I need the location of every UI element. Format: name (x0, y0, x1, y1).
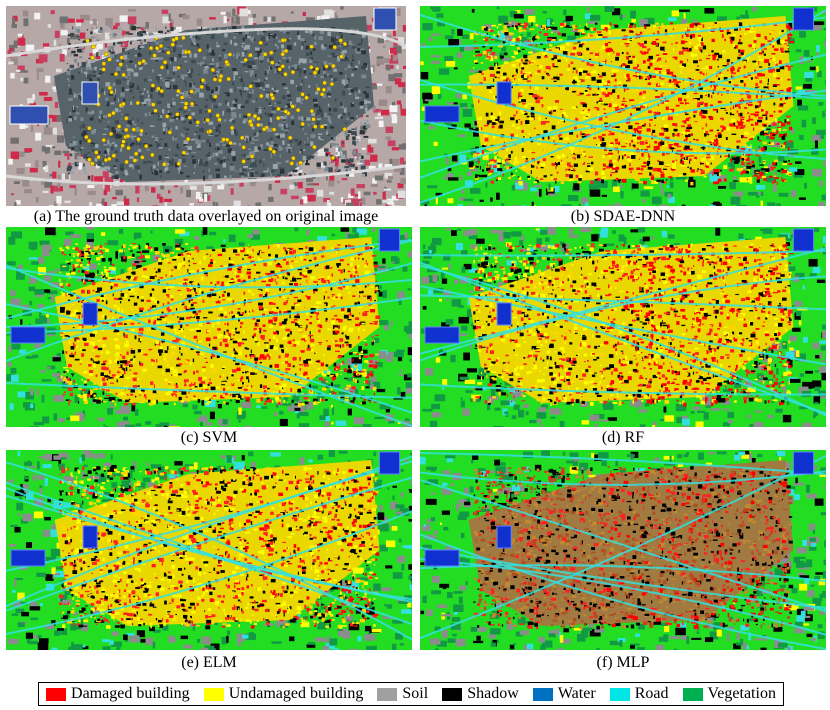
legend-item-water: Water (532, 685, 596, 703)
legend-item-shadow: Shadow (442, 685, 519, 703)
caption-b: (b) SDAE-DNN (570, 208, 676, 225)
swatch (203, 687, 224, 701)
classification-map-elm (6, 450, 412, 650)
caption-f: (f) MLP (596, 654, 650, 671)
swatch (442, 687, 463, 701)
original-image-with-ground-truth (6, 6, 406, 206)
caption-c: (c) SVM (180, 429, 238, 446)
classification-map-svm (6, 227, 412, 427)
legend-label: Road (634, 685, 669, 702)
legend-label: Damaged building (71, 685, 190, 702)
legend-label: Shadow (467, 685, 519, 702)
legend-label: Soil (402, 685, 429, 702)
legend: Damaged building Undamaged building Soil… (38, 682, 784, 706)
classification-map-sdae-dnn (420, 6, 826, 206)
legend-item-damaged-building: Damaged building (46, 685, 190, 703)
caption-e: (e) ELM (181, 654, 237, 671)
legend-item-undamaged-building: Undamaged building (203, 685, 364, 703)
caption-d: (d) RF (601, 429, 645, 446)
legend-label: Water (557, 685, 596, 702)
legend-item-road: Road (609, 685, 669, 703)
legend-item-soil: Soil (377, 685, 428, 703)
caption-a: (a) The ground truth data overlayed on o… (33, 208, 379, 225)
swatch (532, 687, 553, 701)
swatch (377, 687, 398, 701)
classification-map-rf (420, 227, 826, 427)
legend-label: Vegetation (707, 685, 776, 702)
swatch (609, 687, 630, 701)
swatch (46, 687, 67, 701)
legend-item-vegetation: Vegetation (682, 685, 776, 703)
legend-label: Undamaged building (228, 685, 364, 702)
classification-map-mlp (420, 450, 826, 650)
swatch (682, 687, 703, 701)
